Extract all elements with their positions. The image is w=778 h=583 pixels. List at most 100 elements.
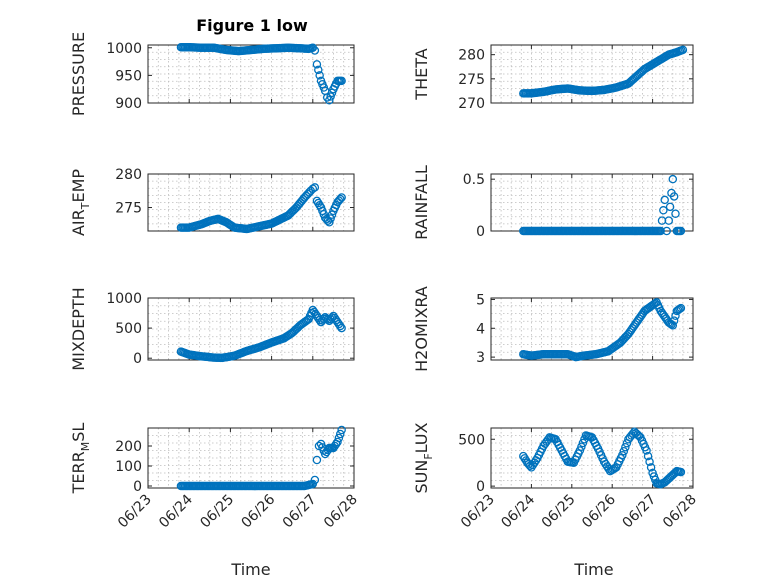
y-axis-label: RAINFALL bbox=[412, 165, 431, 240]
data-point bbox=[312, 60, 322, 69]
data-point bbox=[660, 195, 669, 205]
data-point bbox=[669, 316, 679, 325]
data-point bbox=[337, 425, 346, 435]
y-tick-label: 275 bbox=[458, 72, 485, 88]
data-point bbox=[621, 442, 630, 452]
x-tick-label: 06/25 bbox=[539, 492, 579, 532]
y-tick-label: 500 bbox=[458, 432, 485, 448]
y-tick-label: 270 bbox=[458, 96, 485, 112]
subplot-6: 3 4 5 H2OMIXRA bbox=[412, 286, 694, 372]
y-axis-label: H2OMIXRA bbox=[412, 286, 431, 372]
subplot-7: 0 100 200 06/23 06/24 06/25 06/26 06/27 06/28 TER… bbox=[69, 423, 361, 532]
data-point bbox=[312, 455, 322, 465]
data-point bbox=[678, 45, 688, 55]
y-tick-label: 0 bbox=[476, 224, 485, 240]
y-axis-label: MIXDEPTH bbox=[69, 287, 88, 370]
data-point bbox=[314, 65, 323, 75]
y-tick-label: 0 bbox=[133, 479, 142, 495]
x-tick-label: 06/27 bbox=[280, 492, 320, 532]
y-axis-label-main: RAINFALL bbox=[412, 165, 431, 240]
y-axis-label-rest: SL bbox=[69, 423, 88, 442]
y-tick-label: 275 bbox=[115, 201, 142, 217]
data-point bbox=[618, 450, 627, 460]
y-tick-label: 1000 bbox=[106, 41, 142, 57]
x-tick-label: 06/27 bbox=[620, 492, 660, 532]
data-point bbox=[642, 446, 651, 455]
x-tick-label: 06/26 bbox=[579, 491, 619, 531]
axes-frame bbox=[490, 427, 694, 489]
data-point bbox=[310, 46, 320, 55]
data-point bbox=[325, 218, 334, 227]
data-point bbox=[671, 209, 680, 218]
y-axis-label-main: SUN bbox=[412, 460, 431, 494]
y-tick-label: 1000 bbox=[106, 291, 142, 307]
data-point bbox=[333, 437, 342, 447]
subplot-1: 900 950 1000 PRESSURE bbox=[69, 32, 355, 116]
data-point bbox=[337, 323, 346, 333]
data-point bbox=[336, 321, 345, 331]
y-axis-label-subscript: M bbox=[79, 442, 92, 452]
axes-frame bbox=[490, 297, 694, 361]
data-point bbox=[325, 95, 334, 105]
data-point bbox=[676, 226, 686, 236]
data-point bbox=[676, 303, 686, 313]
y-axis-label-main: AIR bbox=[69, 209, 88, 236]
data-point bbox=[668, 321, 678, 330]
data-point bbox=[310, 475, 320, 485]
data-point bbox=[337, 193, 346, 202]
data-point bbox=[310, 183, 320, 192]
data-point bbox=[336, 429, 345, 439]
subplot-2: 270 275 280 THETA bbox=[412, 44, 694, 112]
y-axis-label: THETA bbox=[412, 48, 431, 100]
data-point bbox=[334, 433, 344, 443]
y-tick-label: 4 bbox=[476, 321, 485, 337]
axes-frame bbox=[490, 44, 694, 104]
y-tick-label: 100 bbox=[115, 459, 142, 475]
data-point bbox=[578, 438, 588, 448]
x-axis-label-right: Time bbox=[573, 560, 613, 579]
y-axis-label-main: THETA bbox=[412, 48, 431, 100]
axes-frame bbox=[147, 44, 355, 104]
subplot-5: 0 500 1000 MIXDEPTH bbox=[69, 287, 355, 371]
data-point bbox=[315, 71, 324, 80]
y-axis-label-main: H2OMIXRA bbox=[412, 286, 431, 372]
subplot-3: 275 280 AIRTEMP bbox=[69, 167, 355, 236]
x-axis-label-left: Time bbox=[230, 560, 270, 579]
data-point bbox=[575, 446, 585, 455]
data-point bbox=[577, 442, 586, 451]
y-axis-label-main: PRESSURE bbox=[69, 32, 88, 116]
x-tick-label: 06/24 bbox=[498, 491, 538, 531]
data-point bbox=[336, 194, 345, 204]
y-tick-label: 5 bbox=[476, 292, 485, 308]
y-tick-label: 900 bbox=[115, 96, 142, 112]
y-axis-label-main: TERR bbox=[69, 451, 88, 494]
x-tick-label: 06/28 bbox=[321, 492, 361, 532]
data-point bbox=[675, 304, 684, 314]
data-point bbox=[665, 202, 675, 212]
y-axis-label: PRESSURE bbox=[69, 32, 88, 116]
x-tick-label: 06/23 bbox=[115, 492, 155, 532]
y-tick-label: 0.5 bbox=[463, 172, 485, 188]
y-tick-label: 280 bbox=[115, 167, 142, 183]
data-point bbox=[326, 92, 335, 101]
y-axis-label-rest: EMP bbox=[69, 169, 88, 203]
figure-title: Figure 1 low bbox=[196, 16, 308, 35]
y-axis-label: AIRTEMP bbox=[69, 169, 92, 236]
y-axis-label-subscript: F bbox=[422, 453, 435, 459]
x-tick-label: 06/26 bbox=[239, 491, 279, 531]
subplot-4: 0 0.5 RAINFALL bbox=[412, 165, 694, 240]
data-point bbox=[326, 214, 335, 223]
data-point bbox=[676, 467, 686, 477]
y-axis-label-main: MIXDEPTH bbox=[69, 287, 88, 370]
x-tick-label: 06/24 bbox=[156, 491, 196, 531]
y-tick-label: 500 bbox=[115, 321, 142, 337]
data-point bbox=[645, 457, 654, 466]
y-tick-label: 950 bbox=[115, 68, 142, 84]
data-point bbox=[659, 206, 668, 215]
y-axis-label-rest: LUX bbox=[412, 422, 431, 453]
data-point bbox=[656, 226, 665, 236]
y-tick-label: 280 bbox=[458, 48, 485, 64]
x-tick-label: 06/25 bbox=[197, 492, 237, 532]
y-axis-label: TERRMSL bbox=[69, 423, 92, 495]
data-point bbox=[643, 451, 653, 461]
